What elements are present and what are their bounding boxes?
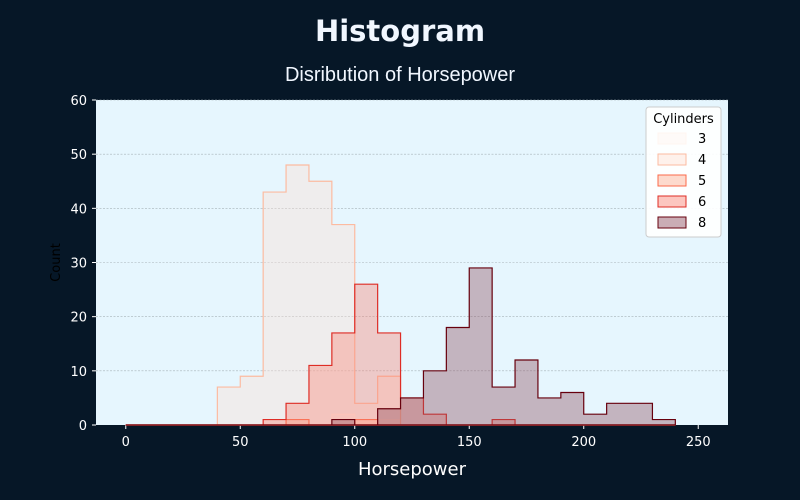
x-tick-label: 250	[686, 435, 711, 450]
y-tick-label: 30	[70, 257, 87, 272]
legend-label: 3	[698, 132, 706, 147]
y-tick-label: 40	[70, 202, 87, 217]
x-tick-label: 150	[457, 435, 482, 450]
legend-swatch	[657, 132, 687, 145]
y-tick-label: 20	[70, 311, 87, 326]
x-tick-label: 100	[342, 435, 367, 450]
y-tick-label: 0	[79, 419, 87, 434]
legend-swatch	[657, 195, 687, 208]
y-tick-label: 60	[70, 94, 87, 109]
legend-label: 4	[698, 153, 706, 168]
legend-title: Cylinders	[653, 112, 714, 127]
legend-swatch	[657, 153, 687, 166]
x-tick-label: 0	[122, 435, 130, 450]
y-tick-label: 10	[70, 365, 87, 380]
chart-title: Histogram	[314, 14, 486, 48]
legend-label: 6	[698, 195, 706, 210]
legend-swatch	[657, 216, 687, 229]
chart-subtitle: Disribution of Horsepower	[284, 64, 516, 86]
legend-box	[645, 106, 722, 238]
legend-label: 8	[698, 216, 706, 231]
x-tick-label: 200	[571, 435, 596, 450]
legend-label: 5	[698, 174, 706, 189]
y-axis-label: Count	[49, 243, 64, 282]
y-tick-label: 50	[70, 148, 87, 163]
histogram-step-area	[125, 267, 676, 426]
x-tick-label: 50	[232, 435, 249, 450]
series-8	[125, 267, 676, 426]
legend-swatch	[657, 174, 687, 187]
x-axis-label: Horsepower	[358, 459, 467, 480]
legend: Cylinders 3 4 5 6 8	[645, 106, 722, 238]
